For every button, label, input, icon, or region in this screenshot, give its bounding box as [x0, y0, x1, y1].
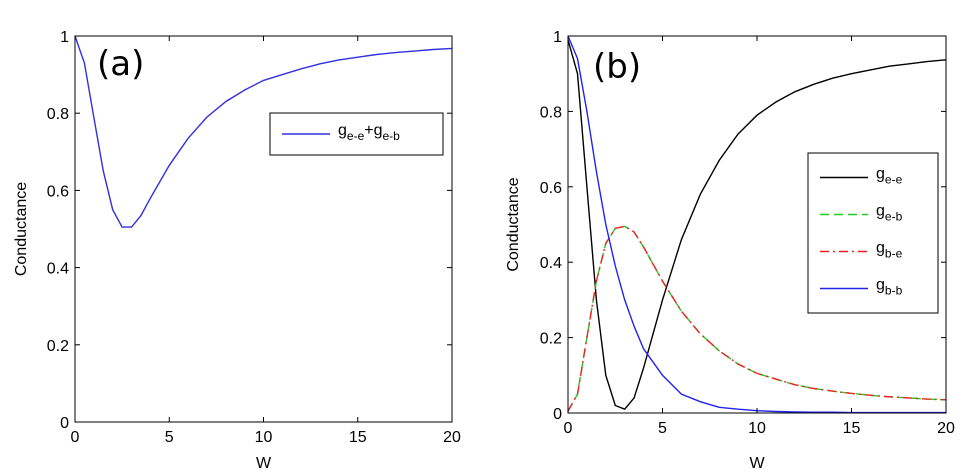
y-tick-label: 0.2 — [540, 331, 562, 348]
y-tick-label: 1 — [553, 29, 562, 46]
y-axis-label: Conductance — [505, 177, 522, 271]
series-line-gbe — [567, 225, 947, 412]
y-tick-label: 0.6 — [47, 183, 69, 200]
chart-panel-2: 0 5 10 15 20 0 0.2 0.4 0.6 0.8 1 W Conductance (b) ge-… — [505, 29, 955, 472]
y-tick-label: 0.6 — [540, 180, 562, 197]
x-tick-label: 20 — [937, 420, 955, 437]
legend-entry-label: ge-e — [876, 166, 903, 187]
y-tick-label: 0.4 — [47, 261, 69, 278]
panel-label: (a) — [97, 44, 144, 84]
legend-entry-label: ge-b — [876, 203, 903, 224]
x-tick-label: 10 — [748, 420, 766, 437]
axes-box — [74, 35, 453, 423]
x-tick-label: 0 — [564, 420, 573, 437]
y-tick-label: 0.8 — [47, 106, 69, 123]
y-tick-label: 0.2 — [47, 338, 69, 355]
series-line-gee+geb — [74, 35, 453, 228]
x-tick-label: 0 — [71, 429, 80, 446]
x-tick-label: 5 — [165, 429, 174, 446]
x-tick-label: 15 — [843, 420, 861, 437]
legend: ge-e+ge-b — [269, 112, 444, 156]
panel-label: (b) — [593, 47, 641, 87]
y-tick-label: 1 — [60, 29, 69, 46]
legend-box — [807, 152, 939, 314]
x-tick-label: 15 — [349, 429, 367, 446]
y-tick-label: 0.4 — [540, 255, 562, 272]
legend-entry-label: ge-e+ge-b — [338, 122, 400, 143]
y-tick-label: 0 — [553, 406, 562, 423]
x-tick-label: 5 — [658, 420, 667, 437]
x-tick-label: 20 — [443, 429, 461, 446]
legend: ge-e ge-b gb-e gb-b — [807, 152, 939, 314]
chart-panel-1: 0 5 10 15 20 0 0.2 0.4 0.6 0.8 1 W Conductance (a) ge-… — [13, 29, 461, 472]
x-axis-label: W — [256, 455, 272, 472]
x-axis-label: W — [749, 455, 765, 472]
y-tick-label: 0 — [60, 415, 69, 432]
legend-entry-label: gb-e — [876, 240, 903, 261]
legend-entry-label: gb-b — [876, 277, 903, 298]
x-tick-label: 10 — [255, 429, 273, 446]
y-tick-label: 0.8 — [540, 104, 562, 121]
y-axis-label: Conductance — [13, 182, 30, 276]
series-line-gee — [567, 39, 947, 411]
